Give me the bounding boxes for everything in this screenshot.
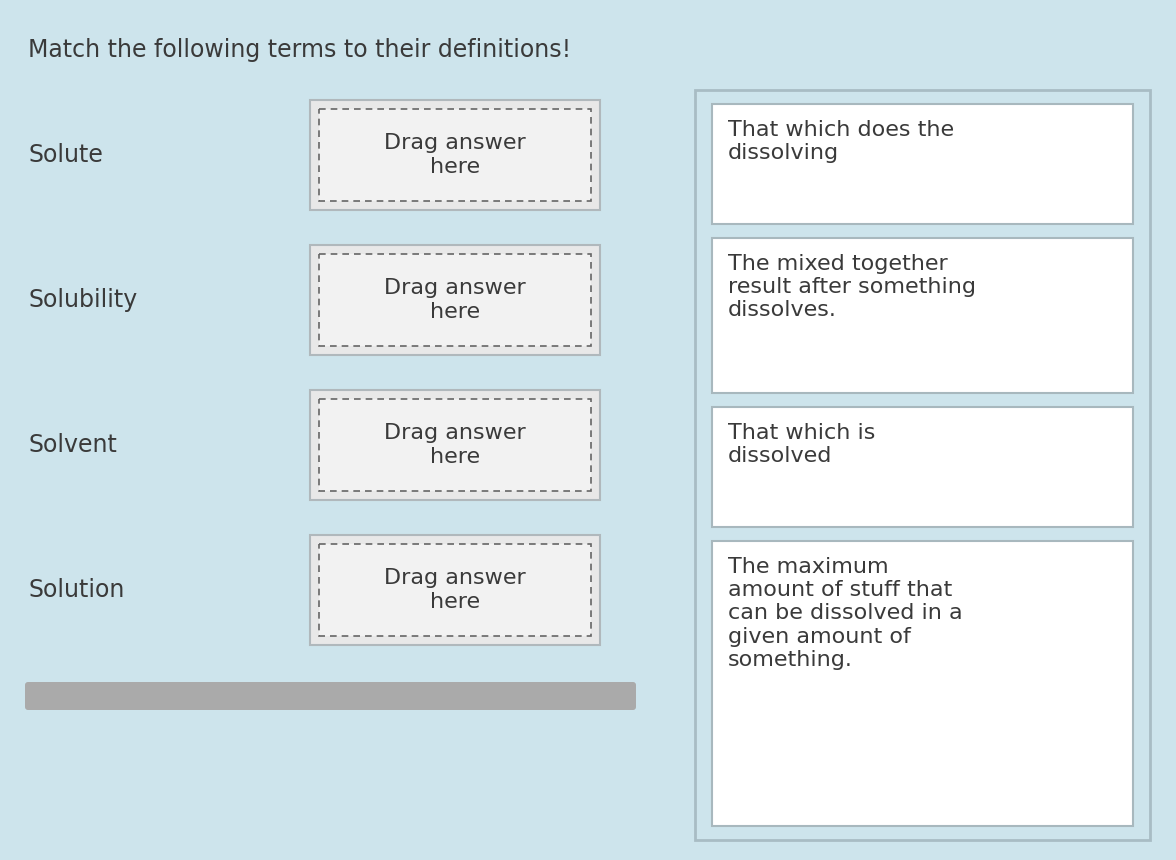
Bar bbox=[310, 390, 600, 500]
Bar bbox=[319, 109, 592, 201]
Text: That which does the
dissolving: That which does the dissolving bbox=[728, 120, 954, 163]
FancyBboxPatch shape bbox=[25, 682, 636, 710]
Text: Solution: Solution bbox=[28, 578, 125, 602]
Bar bbox=[319, 254, 592, 346]
Text: Solubility: Solubility bbox=[28, 288, 138, 312]
Bar bbox=[319, 399, 592, 491]
Bar bbox=[310, 535, 600, 645]
Text: Drag answer
here: Drag answer here bbox=[385, 568, 526, 611]
Text: The maximum
amount of stuff that
can be dissolved in a
given amount of
something: The maximum amount of stuff that can be … bbox=[728, 557, 963, 670]
Bar bbox=[695, 90, 1150, 840]
Bar bbox=[310, 100, 600, 210]
Text: Drag answer
here: Drag answer here bbox=[385, 279, 526, 322]
Text: The mixed together
result after something
dissolves.: The mixed together result after somethin… bbox=[728, 254, 976, 321]
Bar bbox=[319, 544, 592, 636]
Bar bbox=[711, 407, 1132, 527]
Text: That which is
dissolved: That which is dissolved bbox=[728, 423, 875, 466]
Bar bbox=[711, 238, 1132, 393]
Text: Drag answer
here: Drag answer here bbox=[385, 133, 526, 176]
Text: Match the following terms to their definitions!: Match the following terms to their defin… bbox=[28, 38, 572, 62]
Text: Solute: Solute bbox=[28, 143, 102, 167]
Text: Solvent: Solvent bbox=[28, 433, 116, 457]
Bar bbox=[711, 541, 1132, 826]
Text: Drag answer
here: Drag answer here bbox=[385, 423, 526, 467]
Bar bbox=[711, 104, 1132, 224]
Bar bbox=[310, 245, 600, 355]
